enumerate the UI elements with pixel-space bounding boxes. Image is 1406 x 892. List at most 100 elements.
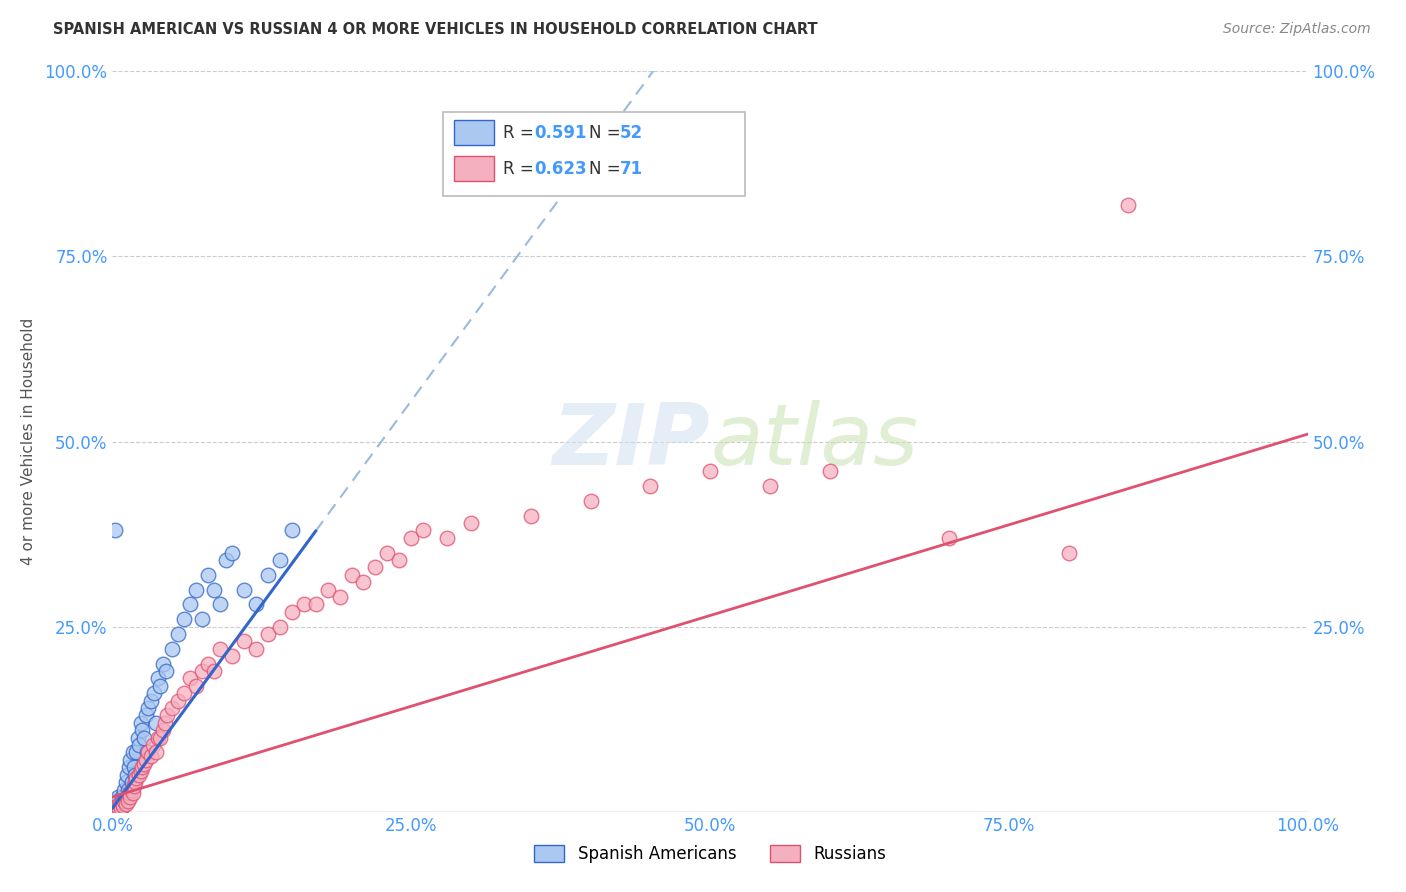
- Point: [1118, 197, 1140, 211]
- Point: [122, 760, 145, 774]
- Text: Source: ZipAtlas.com: Source: ZipAtlas.com: [1223, 22, 1371, 37]
- Point: [209, 641, 232, 656]
- Point: [281, 605, 304, 619]
- Point: [233, 634, 256, 648]
- Point: [329, 590, 352, 604]
- Text: 52: 52: [620, 124, 643, 142]
- Point: [197, 657, 219, 671]
- Point: [167, 694, 190, 708]
- Point: [145, 715, 167, 730]
- Point: [340, 567, 363, 582]
- Point: [131, 760, 153, 774]
- Point: [221, 649, 243, 664]
- Point: [162, 701, 183, 715]
- Point: [121, 775, 143, 789]
- Point: [110, 801, 132, 815]
- Point: [105, 801, 128, 815]
- Point: [153, 715, 176, 730]
- Point: [167, 627, 190, 641]
- Point: [436, 531, 458, 545]
- Text: ZIP: ZIP: [553, 400, 710, 483]
- Point: [121, 746, 143, 760]
- Point: [110, 801, 132, 815]
- Point: [191, 664, 214, 678]
- Point: [179, 672, 201, 686]
- Point: [136, 746, 159, 760]
- Point: [818, 464, 841, 478]
- Point: [316, 582, 339, 597]
- Point: [122, 779, 145, 793]
- Point: [215, 553, 238, 567]
- Point: [111, 796, 134, 810]
- Point: [145, 746, 167, 760]
- Point: [127, 731, 149, 745]
- Point: [191, 612, 214, 626]
- Point: [135, 708, 157, 723]
- Point: [146, 672, 169, 686]
- Point: [129, 715, 152, 730]
- Point: [179, 598, 201, 612]
- Point: [128, 738, 150, 752]
- Point: [401, 531, 423, 545]
- Point: [305, 598, 328, 612]
- Point: [104, 524, 127, 538]
- Point: [257, 627, 280, 641]
- Point: [202, 664, 225, 678]
- Point: [156, 708, 179, 723]
- Point: [173, 686, 195, 700]
- Point: [699, 464, 721, 478]
- Point: [108, 797, 131, 812]
- Text: SPANISH AMERICAN VS RUSSIAN 4 OR MORE VEHICLES IN HOUSEHOLD CORRELATION CHART: SPANISH AMERICAN VS RUSSIAN 4 OR MORE VE…: [53, 22, 818, 37]
- Point: [143, 686, 166, 700]
- Point: [103, 801, 125, 815]
- Point: [233, 582, 256, 597]
- Point: [138, 701, 160, 715]
- Point: [202, 582, 225, 597]
- Point: [352, 575, 374, 590]
- Text: 0.591: 0.591: [534, 124, 586, 142]
- Point: [114, 775, 136, 789]
- Point: [132, 731, 155, 745]
- Point: [132, 756, 155, 771]
- Point: [139, 694, 162, 708]
- Point: [124, 775, 146, 789]
- Point: [112, 794, 135, 808]
- Point: [245, 641, 267, 656]
- Point: [121, 786, 143, 800]
- Text: N =: N =: [589, 124, 626, 142]
- Point: [186, 582, 208, 597]
- Point: [152, 657, 174, 671]
- Point: [245, 598, 267, 612]
- Point: [412, 524, 434, 538]
- Point: [125, 772, 148, 786]
- Point: [221, 546, 243, 560]
- Point: [269, 619, 291, 633]
- Point: [105, 794, 128, 808]
- Point: [152, 723, 174, 738]
- Point: [257, 567, 280, 582]
- Point: [142, 738, 165, 752]
- Point: [112, 798, 135, 813]
- Point: [105, 798, 128, 813]
- Point: [107, 789, 129, 804]
- Point: [759, 479, 782, 493]
- Point: [460, 516, 482, 530]
- Point: [128, 767, 150, 781]
- Point: [107, 800, 129, 814]
- Y-axis label: 4 or more Vehicles in Household: 4 or more Vehicles in Household: [21, 318, 37, 566]
- Point: [120, 753, 142, 767]
- Point: [186, 679, 208, 693]
- Point: [124, 767, 146, 781]
- Text: 0.623: 0.623: [534, 160, 586, 178]
- Point: [131, 723, 153, 738]
- Point: [377, 546, 399, 560]
- Point: [640, 479, 662, 493]
- Point: [121, 782, 143, 797]
- Point: [104, 797, 127, 812]
- Point: [197, 567, 219, 582]
- Point: [118, 786, 141, 800]
- Point: [138, 746, 160, 760]
- Point: [1057, 546, 1080, 560]
- Point: [115, 767, 138, 781]
- Point: [104, 801, 127, 815]
